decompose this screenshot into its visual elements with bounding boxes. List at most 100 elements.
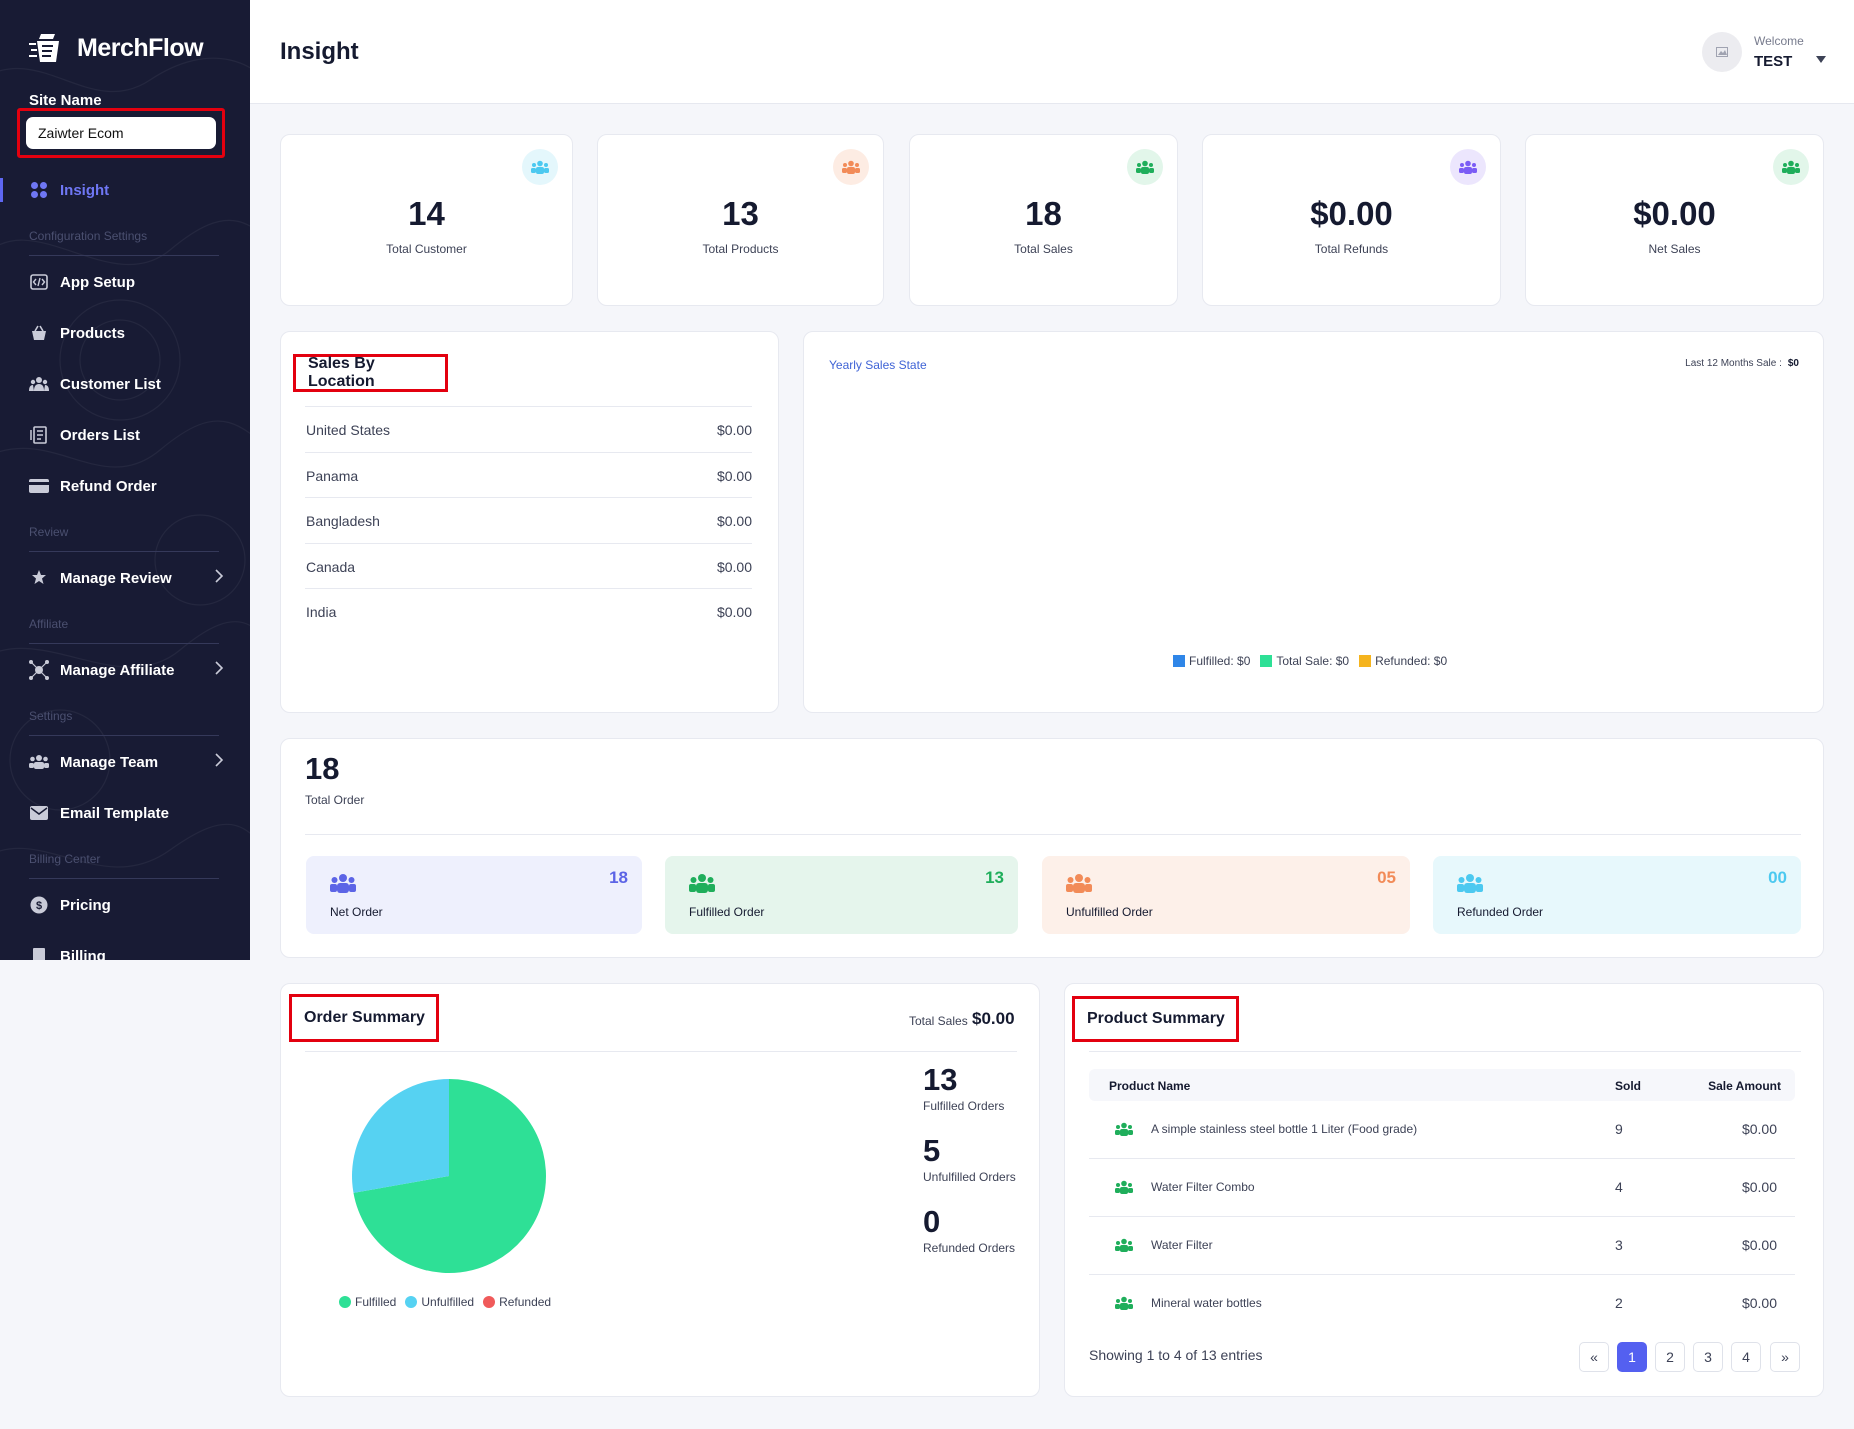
sidebar-item-refund-order[interactable]: Refund Order	[29, 473, 224, 499]
table-row[interactable]: Water Filter 3 $0.00	[1089, 1217, 1795, 1275]
location-amount: $0.00	[716, 604, 752, 620]
sidebar-item-products[interactable]: Products	[29, 320, 224, 346]
table-header: Product Name Sold Sale Amount	[1089, 1069, 1795, 1101]
metric-label: Refunded Orders	[923, 1241, 1016, 1255]
avatar[interactable]	[1702, 32, 1742, 72]
page-title: Insight	[280, 38, 359, 65]
table-row[interactable]: Mineral water bottles 2 $0.00	[1089, 1275, 1795, 1333]
stat-label: Total Sales	[1014, 242, 1073, 256]
order-summary-title: Order Summary	[289, 994, 439, 1042]
sidebar-item-label: Insight	[60, 181, 110, 199]
location-amount: $0.00	[716, 559, 752, 575]
order-pie-chart	[352, 1079, 546, 1273]
site-name-input[interactable]	[26, 117, 216, 149]
sidebar-item-app-setup[interactable]: App Setup	[29, 269, 224, 295]
sidebar-item-email-template[interactable]: Email Template	[29, 800, 224, 826]
stat-value: 13	[722, 195, 759, 232]
product-amount: $0.00	[1741, 1179, 1777, 1195]
users-icon	[1127, 149, 1163, 185]
stat-card-net-sales: $0.00 Net Sales	[1525, 134, 1824, 306]
users-icon	[1773, 149, 1809, 185]
sidebar-item-label: Manage Review	[60, 569, 172, 587]
billing-icon	[29, 946, 49, 960]
legend-item-fulfilled[interactable]: Fulfilled	[339, 1295, 396, 1309]
divider	[305, 1051, 1017, 1052]
table-row[interactable]: Water Filter Combo 4 $0.00	[1089, 1159, 1795, 1217]
sidebar-item-orders-list[interactable]: Orders List	[29, 422, 224, 448]
welcome-label: Welcome	[1754, 34, 1804, 48]
sidebar-item-label: Billing	[60, 947, 106, 961]
sidebar-item-manage-affiliate[interactable]: Manage Affiliate	[29, 657, 224, 683]
users-icon	[330, 874, 356, 893]
total-order-card: 18 Total Order Net Order 18 Fulfilled Or…	[280, 738, 1824, 958]
app-logo[interactable]: MerchFlow	[29, 32, 204, 64]
sales-by-location-card: Sales By Location United States $0.00 Pa…	[280, 331, 779, 713]
dollar-icon: $	[29, 895, 49, 915]
legend-item-unfulfilled[interactable]: Unfulfilled	[405, 1295, 474, 1309]
unfulfilled-order-card[interactable]: Unfulfilled Order 05	[1042, 856, 1410, 934]
sidebar-item-label: Refund Order	[60, 477, 157, 495]
legend-swatch	[1260, 655, 1273, 667]
legend-item-refunded[interactable]: Refunded: $0	[1359, 654, 1447, 668]
table-row[interactable]: A simple stainless steel bottle 1 Liter …	[1089, 1101, 1795, 1159]
sidebar-item-label: Manage Affiliate	[60, 661, 175, 679]
pagination-page-1[interactable]: 1	[1617, 1342, 1647, 1372]
pagination-prev-button[interactable]: «	[1579, 1342, 1609, 1372]
legend-item-fulfilled[interactable]: Fulfilled: $0	[1173, 654, 1250, 668]
unfulfilled-order-label: Unfulfilled Order	[1066, 905, 1153, 919]
users-icon	[1450, 149, 1486, 185]
image-placeholder-icon	[1716, 47, 1728, 57]
users-icon	[833, 149, 869, 185]
legend-label: Refunded: $0	[1375, 654, 1448, 668]
fulfilled-order-card[interactable]: Fulfilled Order 13	[665, 856, 1018, 934]
fulfilled-order-value: 13	[985, 868, 1004, 887]
users-icon	[1066, 874, 1092, 893]
product-sold: 3	[1615, 1237, 1623, 1253]
svg-text:$: $	[36, 900, 42, 912]
sidebar-item-manage-review[interactable]: Manage Review	[29, 565, 224, 591]
sidebar-item-label: Pricing	[60, 896, 111, 914]
product-name: Water Filter Combo	[1151, 1180, 1255, 1194]
pagination-page-3[interactable]: 3	[1693, 1342, 1723, 1372]
pagination-next-button[interactable]: »	[1770, 1342, 1800, 1372]
refunded-order-card[interactable]: Refunded Order 00	[1433, 856, 1801, 934]
sidebar-item-label: Email Template	[60, 804, 169, 822]
sidebar-item-billing[interactable]: Billing	[29, 943, 224, 960]
stat-card-total-refunds: $0.00 Total Refunds	[1202, 134, 1501, 306]
refunded-order-value: 00	[1768, 868, 1787, 887]
chevron-right-icon	[215, 661, 224, 675]
last-12-months-label: Last 12 Months Sale :	[1685, 358, 1782, 369]
brand-name: MerchFlow	[77, 33, 204, 62]
user-name[interactable]: TEST	[1754, 53, 1793, 70]
yearly-legend: Fulfilled: $0 Total Sale: $0 Refunded: $…	[1173, 654, 1457, 668]
users-icon	[1115, 1180, 1133, 1194]
product-amount: $0.00	[1741, 1121, 1777, 1137]
sidebar-item-customer-list[interactable]: Customer List	[29, 371, 224, 397]
pie-slice-unfulfilled[interactable]	[352, 1079, 449, 1193]
users-icon	[1115, 1296, 1133, 1310]
sales-by-location-title: Sales By Location	[293, 354, 448, 392]
legend-swatch	[1359, 655, 1372, 667]
pie-slice-fulfilled[interactable]	[353, 1079, 546, 1273]
product-amount: $0.00	[1741, 1237, 1777, 1253]
pagination-page-2[interactable]: 2	[1655, 1342, 1685, 1372]
metric-value: 0	[923, 1204, 941, 1239]
legend-item-refunded[interactable]: Refunded	[483, 1295, 551, 1309]
legend-item-total-sale[interactable]: Total Sale: $0	[1260, 654, 1349, 668]
net-order-card[interactable]: Net Order 18	[306, 856, 642, 934]
stat-card-total-sales: 18 Total Sales	[909, 134, 1178, 306]
caret-down-icon[interactable]	[1816, 56, 1826, 64]
pagination-page-4[interactable]: 4	[1731, 1342, 1761, 1372]
location-name: Panama	[306, 468, 359, 484]
location-name: Canada	[306, 559, 356, 575]
active-indicator	[0, 178, 3, 202]
users-icon	[1115, 1122, 1133, 1136]
product-sold: 9	[1615, 1121, 1623, 1137]
sidebar-item-pricing[interactable]: $ Pricing	[29, 892, 224, 918]
order-summary-card: Order Summary Total Sales $0.00 13 Fulfi…	[280, 983, 1040, 1397]
stat-label: Net Sales	[1648, 242, 1701, 256]
product-name: A simple stainless steel bottle 1 Liter …	[1151, 1122, 1418, 1136]
sidebar-item-insight[interactable]: Insight	[29, 177, 224, 203]
sidebar-item-label: Manage Team	[60, 753, 159, 771]
sidebar-item-manage-team[interactable]: Manage Team	[29, 749, 224, 775]
